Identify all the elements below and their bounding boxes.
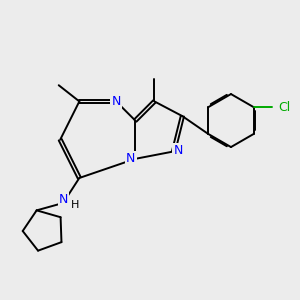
Text: N: N xyxy=(112,95,121,108)
Text: Cl: Cl xyxy=(279,101,291,114)
Text: N: N xyxy=(59,193,68,206)
Text: N: N xyxy=(126,152,136,165)
Text: H: H xyxy=(71,200,80,210)
Text: N: N xyxy=(173,143,183,157)
